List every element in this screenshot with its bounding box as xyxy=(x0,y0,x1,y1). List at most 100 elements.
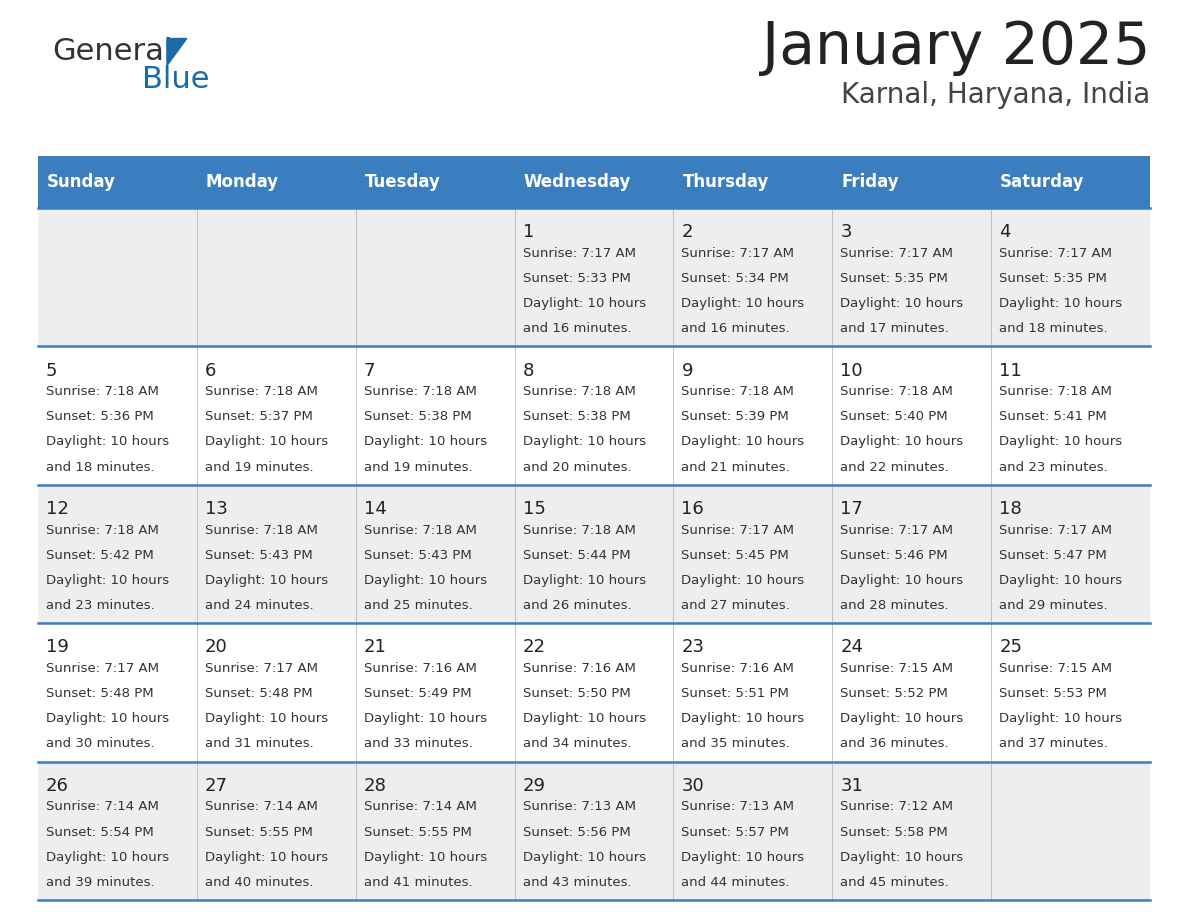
Text: Daylight: 10 hours: Daylight: 10 hours xyxy=(999,435,1123,449)
Text: Sunrise: 7:18 AM: Sunrise: 7:18 AM xyxy=(523,523,636,536)
Text: 11: 11 xyxy=(999,362,1022,380)
Text: Sunrise: 7:17 AM: Sunrise: 7:17 AM xyxy=(840,247,953,260)
Text: Sunrise: 7:13 AM: Sunrise: 7:13 AM xyxy=(523,800,636,813)
Text: Daylight: 10 hours: Daylight: 10 hours xyxy=(840,712,963,725)
Text: and 17 minutes.: and 17 minutes. xyxy=(840,322,949,335)
Text: Sunrise: 7:14 AM: Sunrise: 7:14 AM xyxy=(364,800,476,813)
Text: 10: 10 xyxy=(840,362,862,380)
Text: Daylight: 10 hours: Daylight: 10 hours xyxy=(523,712,646,725)
Text: and 34 minutes.: and 34 minutes. xyxy=(523,737,631,750)
Text: Wednesday: Wednesday xyxy=(524,173,631,191)
Text: Blue: Blue xyxy=(143,65,209,95)
Text: 24: 24 xyxy=(840,638,864,656)
Text: Sunset: 5:38 PM: Sunset: 5:38 PM xyxy=(523,410,631,423)
Text: Sunset: 5:54 PM: Sunset: 5:54 PM xyxy=(46,825,153,838)
Text: Daylight: 10 hours: Daylight: 10 hours xyxy=(204,574,328,587)
Text: Sunrise: 7:18 AM: Sunrise: 7:18 AM xyxy=(364,386,476,398)
Text: Sunset: 5:51 PM: Sunset: 5:51 PM xyxy=(682,687,789,700)
Text: Thursday: Thursday xyxy=(682,173,769,191)
Text: and 18 minutes.: and 18 minutes. xyxy=(999,322,1107,335)
Text: and 40 minutes.: and 40 minutes. xyxy=(204,876,314,889)
Text: Sunset: 5:52 PM: Sunset: 5:52 PM xyxy=(840,687,948,700)
Text: Sunset: 5:58 PM: Sunset: 5:58 PM xyxy=(840,825,948,838)
Bar xyxy=(38,623,1150,762)
Text: Sunrise: 7:14 AM: Sunrise: 7:14 AM xyxy=(204,800,317,813)
Text: Sunset: 5:35 PM: Sunset: 5:35 PM xyxy=(840,272,948,285)
Bar xyxy=(514,156,674,208)
Text: 13: 13 xyxy=(204,500,228,518)
Text: and 25 minutes.: and 25 minutes. xyxy=(364,599,473,612)
Text: and 37 minutes.: and 37 minutes. xyxy=(999,737,1108,750)
Text: Sunset: 5:55 PM: Sunset: 5:55 PM xyxy=(364,825,472,838)
Text: 3: 3 xyxy=(840,223,852,241)
Text: Sunrise: 7:18 AM: Sunrise: 7:18 AM xyxy=(204,523,317,536)
Text: Sunset: 5:44 PM: Sunset: 5:44 PM xyxy=(523,549,630,562)
Text: Sunset: 5:40 PM: Sunset: 5:40 PM xyxy=(840,410,948,423)
Text: Sunday: Sunday xyxy=(48,173,116,191)
Bar xyxy=(38,346,1150,485)
Text: and 44 minutes.: and 44 minutes. xyxy=(682,876,790,889)
Text: 26: 26 xyxy=(46,777,69,795)
Text: Sunset: 5:48 PM: Sunset: 5:48 PM xyxy=(46,687,153,700)
Text: Sunrise: 7:15 AM: Sunrise: 7:15 AM xyxy=(840,662,953,675)
Text: 14: 14 xyxy=(364,500,386,518)
Text: 12: 12 xyxy=(46,500,69,518)
Text: Sunset: 5:45 PM: Sunset: 5:45 PM xyxy=(682,549,789,562)
Text: and 28 minutes.: and 28 minutes. xyxy=(840,599,949,612)
Text: Sunrise: 7:18 AM: Sunrise: 7:18 AM xyxy=(204,386,317,398)
Text: Sunset: 5:42 PM: Sunset: 5:42 PM xyxy=(46,549,153,562)
Text: Daylight: 10 hours: Daylight: 10 hours xyxy=(46,851,169,864)
Text: Daylight: 10 hours: Daylight: 10 hours xyxy=(840,574,963,587)
Text: Daylight: 10 hours: Daylight: 10 hours xyxy=(46,435,169,449)
Text: Daylight: 10 hours: Daylight: 10 hours xyxy=(523,851,646,864)
Text: Daylight: 10 hours: Daylight: 10 hours xyxy=(523,435,646,449)
Text: 16: 16 xyxy=(682,500,704,518)
Text: Daylight: 10 hours: Daylight: 10 hours xyxy=(682,851,804,864)
Text: Sunset: 5:38 PM: Sunset: 5:38 PM xyxy=(364,410,472,423)
Text: Daylight: 10 hours: Daylight: 10 hours xyxy=(523,574,646,587)
Bar xyxy=(674,156,833,208)
Text: 6: 6 xyxy=(204,362,216,380)
Text: Sunrise: 7:17 AM: Sunrise: 7:17 AM xyxy=(999,247,1112,260)
Text: and 23 minutes.: and 23 minutes. xyxy=(999,461,1108,474)
Text: Daylight: 10 hours: Daylight: 10 hours xyxy=(999,712,1123,725)
Text: and 31 minutes.: and 31 minutes. xyxy=(204,737,314,750)
Text: Sunrise: 7:15 AM: Sunrise: 7:15 AM xyxy=(999,662,1112,675)
Bar xyxy=(38,485,1150,623)
Text: and 39 minutes.: and 39 minutes. xyxy=(46,876,154,889)
Text: 15: 15 xyxy=(523,500,545,518)
Text: 31: 31 xyxy=(840,777,864,795)
Text: Sunrise: 7:17 AM: Sunrise: 7:17 AM xyxy=(523,247,636,260)
Text: Saturday: Saturday xyxy=(1000,173,1085,191)
Text: Sunrise: 7:16 AM: Sunrise: 7:16 AM xyxy=(364,662,476,675)
Text: 22: 22 xyxy=(523,638,545,656)
Text: and 23 minutes.: and 23 minutes. xyxy=(46,599,154,612)
Text: Sunset: 5:56 PM: Sunset: 5:56 PM xyxy=(523,825,631,838)
Text: Daylight: 10 hours: Daylight: 10 hours xyxy=(682,297,804,310)
Text: 19: 19 xyxy=(46,638,69,656)
Text: Sunrise: 7:14 AM: Sunrise: 7:14 AM xyxy=(46,800,159,813)
Text: and 35 minutes.: and 35 minutes. xyxy=(682,737,790,750)
Text: 29: 29 xyxy=(523,777,545,795)
Text: January 2025: January 2025 xyxy=(762,19,1150,76)
Text: and 22 minutes.: and 22 minutes. xyxy=(840,461,949,474)
Text: 2: 2 xyxy=(682,223,693,241)
Bar xyxy=(38,208,1150,346)
Text: Sunrise: 7:18 AM: Sunrise: 7:18 AM xyxy=(364,523,476,536)
Text: Daylight: 10 hours: Daylight: 10 hours xyxy=(682,574,804,587)
Text: and 33 minutes.: and 33 minutes. xyxy=(364,737,473,750)
Text: Sunrise: 7:17 AM: Sunrise: 7:17 AM xyxy=(46,662,159,675)
Text: Daylight: 10 hours: Daylight: 10 hours xyxy=(999,574,1123,587)
Text: Sunset: 5:49 PM: Sunset: 5:49 PM xyxy=(364,687,472,700)
Text: Daylight: 10 hours: Daylight: 10 hours xyxy=(364,574,487,587)
Text: and 26 minutes.: and 26 minutes. xyxy=(523,599,631,612)
Text: Sunrise: 7:18 AM: Sunrise: 7:18 AM xyxy=(46,523,159,536)
Text: Sunrise: 7:18 AM: Sunrise: 7:18 AM xyxy=(523,386,636,398)
Text: Sunrise: 7:17 AM: Sunrise: 7:17 AM xyxy=(682,247,795,260)
Text: 4: 4 xyxy=(999,223,1011,241)
Text: Sunrise: 7:18 AM: Sunrise: 7:18 AM xyxy=(999,386,1112,398)
Text: Daylight: 10 hours: Daylight: 10 hours xyxy=(840,297,963,310)
Text: and 27 minutes.: and 27 minutes. xyxy=(682,599,790,612)
Text: Sunrise: 7:17 AM: Sunrise: 7:17 AM xyxy=(204,662,318,675)
Text: 5: 5 xyxy=(46,362,57,380)
